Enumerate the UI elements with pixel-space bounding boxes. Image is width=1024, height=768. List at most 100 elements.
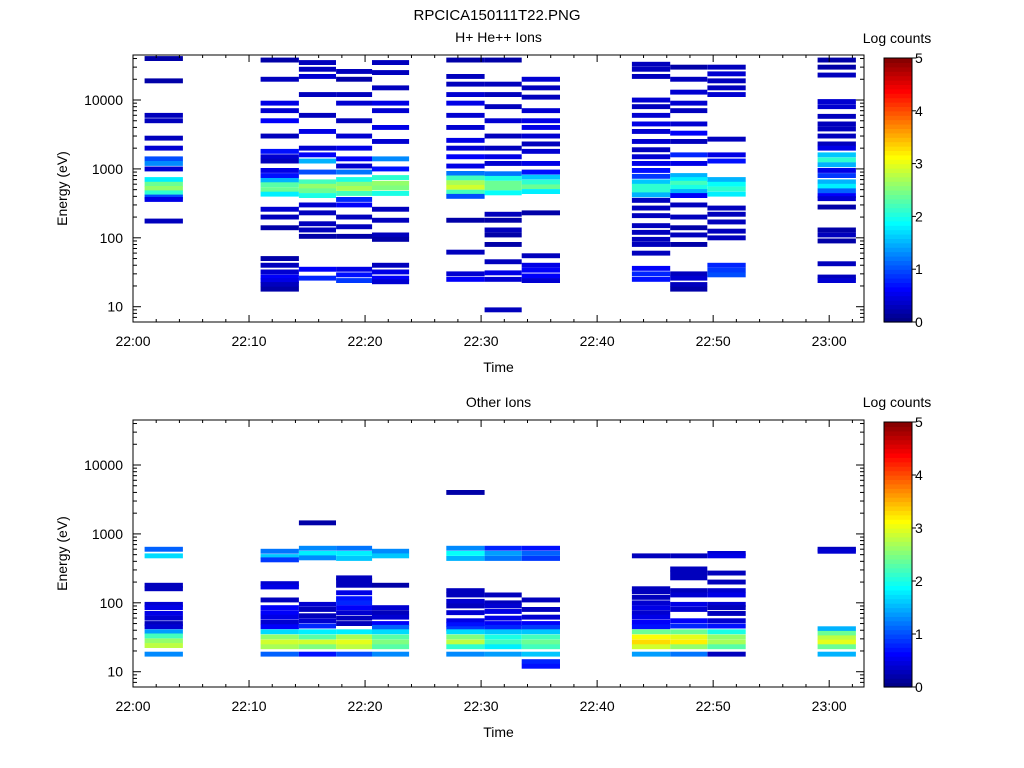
heatmap-cell (521, 179, 560, 185)
y-tick-label: 10 (107, 664, 123, 680)
heatmap-cell (336, 214, 373, 220)
heatmap-cell (144, 638, 183, 644)
colorbar-segment (884, 607, 912, 613)
colorbar-segment (884, 137, 912, 143)
heatmap-cell (144, 186, 183, 191)
heatmap-cell (372, 634, 410, 640)
colorbar-segment (884, 545, 912, 551)
heatmap-cell (446, 57, 485, 63)
heatmap-cell (817, 152, 856, 158)
heatmap-cell (298, 129, 336, 134)
heatmap-cell (336, 197, 373, 202)
colorbar-segment (884, 528, 912, 534)
colorbar-segment (884, 523, 912, 529)
heatmap-cell (298, 601, 336, 607)
x-tick-label: 22:50 (696, 698, 731, 714)
colorbar-segment (884, 128, 912, 134)
heatmap-cell (631, 553, 671, 559)
heatmap-cell (446, 217, 485, 223)
heatmap-cell (670, 177, 708, 182)
colorbar-segment (884, 106, 912, 112)
heatmap-cell (484, 57, 522, 63)
heatmap-cell (298, 145, 336, 151)
heatmap-cell (336, 596, 373, 602)
colorbar-segment (884, 102, 912, 107)
heatmap-cell (298, 551, 336, 556)
heatmap-cell (372, 156, 410, 162)
heatmap-cell (521, 125, 560, 130)
heatmap-cell (484, 175, 522, 181)
heatmap-cell (260, 108, 299, 114)
heatmap-cell (298, 152, 336, 158)
heatmap-cell (484, 276, 522, 282)
heatmap-cell (817, 141, 856, 147)
heatmap-cell (670, 108, 708, 114)
heatmap-cell (298, 112, 336, 118)
heatmap-cell (446, 271, 485, 277)
colorbar-segment (884, 585, 912, 591)
heatmap-cell (298, 221, 336, 227)
heatmap-cell (260, 629, 299, 635)
heatmap-cell (817, 232, 856, 238)
heatmap-cell (298, 618, 336, 624)
colorbar-label: Log counts (863, 30, 932, 46)
heatmap-cell (521, 624, 560, 630)
heatmap-cell (521, 148, 560, 154)
heatmap-cell (298, 623, 336, 629)
heatmap-cell (484, 259, 522, 265)
heatmap-cell (372, 232, 410, 238)
heatmap-cell (484, 190, 522, 196)
colorbar-tick-label: 3 (915, 156, 923, 172)
heatmap-cell (298, 210, 336, 216)
colorbar-segment (884, 238, 912, 244)
heatmap-cell (670, 592, 708, 598)
heatmap-cell (144, 177, 183, 182)
heatmap-cell (707, 579, 746, 585)
heatmap-cell (817, 183, 856, 189)
heatmap-cell (484, 624, 522, 630)
heatmap-cell (484, 185, 522, 191)
heatmap-cell (817, 113, 856, 119)
heatmap-cell (336, 615, 373, 621)
heatmap-cell (670, 225, 708, 231)
heatmap-cell (670, 152, 708, 158)
colorbar-segment (884, 550, 912, 556)
heatmap-cell (336, 629, 373, 635)
heatmap-cell (336, 145, 373, 151)
heatmap-cell (631, 610, 671, 616)
heatmap-cell (670, 553, 708, 559)
heatmap-cell (372, 621, 410, 626)
heatmap-cell (631, 651, 671, 657)
heatmap-cell (484, 651, 522, 657)
heatmap-cell (707, 177, 746, 182)
colorbar-segment (884, 242, 912, 248)
colorbar-segment (884, 185, 912, 191)
x-tick-label: 22:30 (464, 698, 499, 714)
y-tick-label: 10000 (84, 92, 123, 108)
heatmap-cell (260, 148, 299, 154)
heatmap-cell (521, 659, 560, 665)
heatmap-cell (817, 57, 856, 63)
heatmap-cell (631, 614, 671, 620)
colorbar-segment (884, 444, 912, 450)
heatmap-cell (817, 261, 856, 267)
heatmap-cell (336, 610, 373, 616)
heatmap-cell (521, 634, 560, 640)
colorbar-segment (884, 483, 912, 489)
x-tick-label: 22:30 (464, 333, 499, 349)
heatmap-cell (336, 266, 373, 272)
heatmap-cell (817, 196, 856, 202)
heatmap-cell (144, 166, 183, 172)
colorbar-segment (884, 589, 912, 595)
heatmap-cell (260, 614, 299, 620)
colorbar-segment (884, 647, 912, 653)
heatmap-cell (446, 100, 485, 106)
heatmap-cell (144, 218, 183, 224)
heatmap-cell (817, 72, 856, 78)
colorbar-segment (884, 616, 912, 622)
heatmap-cell (446, 618, 485, 624)
heatmap-cell (298, 66, 336, 72)
file-title: RPCICA150111T22.PNG (413, 7, 580, 24)
colorbar-segment (884, 567, 912, 573)
heatmap-cell (670, 286, 708, 292)
